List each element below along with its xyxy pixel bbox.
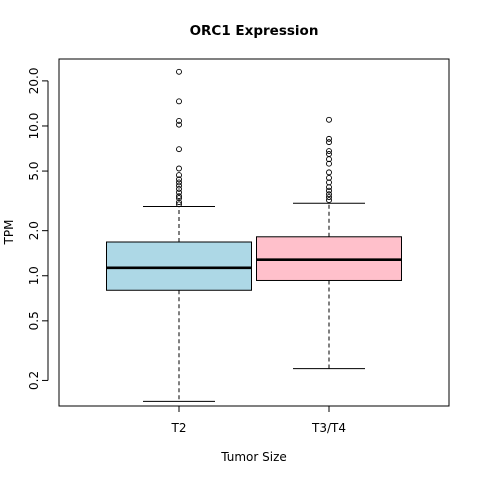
outlier-point — [176, 146, 182, 153]
y-tick-label: 1.0 — [27, 266, 41, 285]
outlier-point — [176, 185, 182, 192]
y-tick-label: 10.0 — [27, 113, 41, 140]
outlier-point — [176, 199, 182, 206]
outlier-point — [176, 189, 182, 196]
y-tick-label: 20.0 — [27, 68, 41, 95]
outlier-point — [176, 176, 182, 183]
outlier-point — [176, 172, 182, 179]
outlier-point — [176, 179, 182, 186]
outlier-point — [326, 148, 332, 155]
outlier-point — [326, 187, 332, 194]
y-axis-label: TPM — [2, 220, 16, 246]
outlier-point — [326, 174, 332, 181]
outlier-point — [326, 139, 332, 146]
x-tick-label: T2 — [171, 421, 187, 435]
outlier-point — [176, 118, 182, 124]
outlier-point — [326, 116, 332, 123]
outlier-point — [176, 182, 182, 189]
plot-frame — [58, 58, 450, 407]
box-group — [106, 68, 402, 402]
outlier-point — [326, 151, 332, 157]
chart-title: ORC1 Expression — [190, 23, 319, 39]
y-tick-label: 2.0 — [27, 221, 41, 240]
outlier-point — [176, 165, 182, 172]
y-tick-label: 5.0 — [27, 162, 41, 181]
outlier-point — [176, 195, 182, 202]
box-t3-t4 — [256, 116, 402, 370]
outlier-point — [326, 197, 332, 204]
outlier-point — [326, 169, 332, 176]
y-tick-label: 0.2 — [27, 371, 41, 390]
outlier-point — [326, 179, 332, 186]
outlier-point — [176, 68, 182, 75]
outlier-point — [176, 201, 182, 208]
outlier-point — [176, 98, 182, 105]
y-tick-label: 0.5 — [27, 311, 41, 330]
outlier-point — [176, 193, 182, 200]
outlier-point — [326, 160, 332, 167]
outlier-point — [326, 191, 332, 198]
outlier-point — [326, 135, 332, 142]
iqr-box — [106, 241, 252, 291]
x-axis-label: Tumor Size — [220, 450, 287, 464]
box-t2 — [106, 68, 252, 402]
outlier-point — [326, 184, 332, 191]
outlier-point — [326, 194, 332, 201]
x-axis: T2 T3/T4 — [171, 406, 346, 435]
y-axis: 0.2 0.5 1.0 2.0 5.0 10.0 20.0 — [27, 68, 49, 390]
x-tick-label: T3/T4 — [311, 421, 346, 435]
outlier-point — [176, 121, 182, 128]
